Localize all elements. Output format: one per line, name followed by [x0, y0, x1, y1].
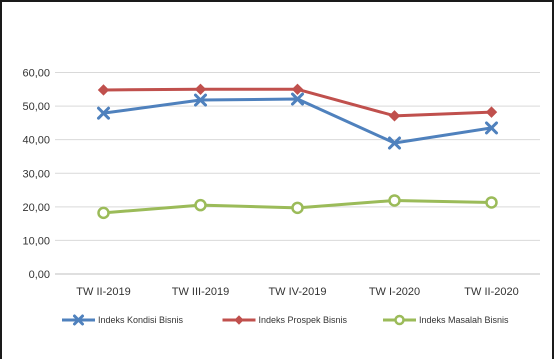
x-tick-label: TW I-2020	[369, 286, 420, 298]
series-indeks-masalah-bisnis	[97, 194, 498, 220]
legend-label: Indeks Masalah Bisnis	[419, 315, 509, 325]
data-point	[97, 206, 110, 220]
y-tick-label: 40,00	[22, 135, 50, 147]
data-point	[194, 93, 207, 107]
data-point	[194, 198, 207, 212]
data-point	[194, 83, 207, 95]
series	[97, 83, 498, 220]
x-tick-label: TW II-2020	[464, 286, 518, 298]
data-point	[485, 196, 498, 209]
data-point	[291, 83, 304, 95]
x-axis-labels: TW II-2019 TW III-2019 TW IV-2019 TW I-2020…	[76, 286, 518, 298]
y-tick-label: 0,00	[29, 269, 50, 281]
legend-label: Indeks Prospek Bisnis	[259, 315, 348, 325]
series-indeks-kondisi-bisnis	[97, 92, 498, 150]
legend-marker	[73, 314, 84, 326]
data-point	[97, 84, 110, 96]
legend-item: Indeks Prospek Bisnis	[222, 315, 348, 325]
data-point	[485, 106, 498, 118]
data-point	[388, 194, 401, 207]
legend-item: Indeks Masalah Bisnis	[383, 314, 509, 326]
data-point	[291, 201, 304, 215]
data-point	[388, 110, 401, 122]
y-tick-label: 60,00	[22, 68, 50, 80]
gridlines	[55, 72, 540, 275]
data-point	[388, 136, 401, 150]
y-tick-label: 10,00	[22, 235, 50, 247]
data-point	[485, 121, 498, 135]
y-tick-label: 20,00	[22, 202, 50, 214]
series-indeks-prospek-bisnis	[97, 83, 498, 122]
x-tick-label: TW IV-2019	[268, 286, 326, 298]
y-axis-labels: 0,00 10,00 20,00 30,00 40,00 50,00 60,00	[22, 68, 50, 282]
legend: Indeks Kondisi Bisnis Indeks Prospek Bisn…	[62, 314, 509, 326]
legend-item: Indeks Kondisi Bisnis	[62, 314, 184, 326]
x-tick-label: TW II-2019	[76, 286, 130, 298]
x-tick-label: TW III-2019	[172, 286, 229, 298]
data-point	[291, 92, 304, 106]
y-tick-label: 50,00	[22, 101, 50, 113]
y-tick-label: 30,00	[22, 168, 50, 180]
data-point	[97, 106, 110, 120]
legend-marker	[394, 314, 405, 326]
legend-marker	[234, 315, 244, 325]
legend-label: Indeks Kondisi Bisnis	[98, 315, 184, 325]
